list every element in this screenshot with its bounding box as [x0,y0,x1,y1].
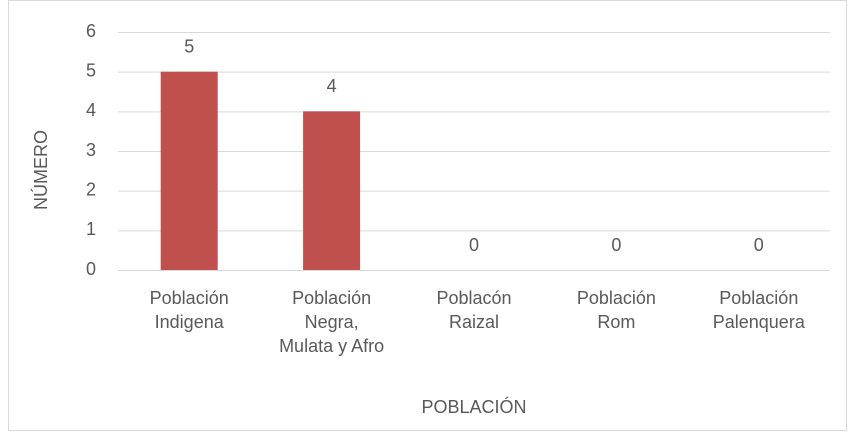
x-axis-title: POBLACIÓN [421,396,526,417]
bar [303,111,361,270]
chart-frame [8,0,847,431]
bar [160,71,218,271]
data-label: 4 [327,76,337,96]
y-tick-label: 4 [86,100,96,120]
y-tick-label: 2 [86,179,96,199]
data-label: 0 [611,235,621,255]
y-tick-label: 3 [86,140,96,160]
data-label: 0 [469,235,479,255]
label-line: Raizal [449,312,499,332]
label-line: Negra, [305,312,359,332]
label-line: Indigena [155,312,225,332]
y-tick-label: 1 [86,219,96,239]
data-label: 5 [184,36,194,56]
y-tick-label: 0 [86,259,96,279]
label-line: Población [292,288,371,308]
label-line: Palenquera [713,312,806,332]
x-tick-label: Población Rom [577,288,656,332]
label-line: Población [719,288,798,308]
label-line: Mulata y Afro [279,336,384,356]
x-tick-label: Población Indigena [150,288,229,332]
label-line: Población [577,288,656,308]
data-label: 0 [754,235,764,255]
label-line: Rom [597,312,635,332]
label-line: Población [150,288,229,308]
y-tick-label: 6 [86,21,96,41]
x-tick-label: Población Negra, Mulata y Afro [279,288,384,356]
x-tick-label: Poblacón Raizal [436,288,511,332]
x-tick-label: Población Palenquera [713,288,806,332]
y-axis-title: NÚMERO [30,130,51,210]
y-tick-label: 5 [86,60,96,80]
label-line: Poblacón [436,288,511,308]
